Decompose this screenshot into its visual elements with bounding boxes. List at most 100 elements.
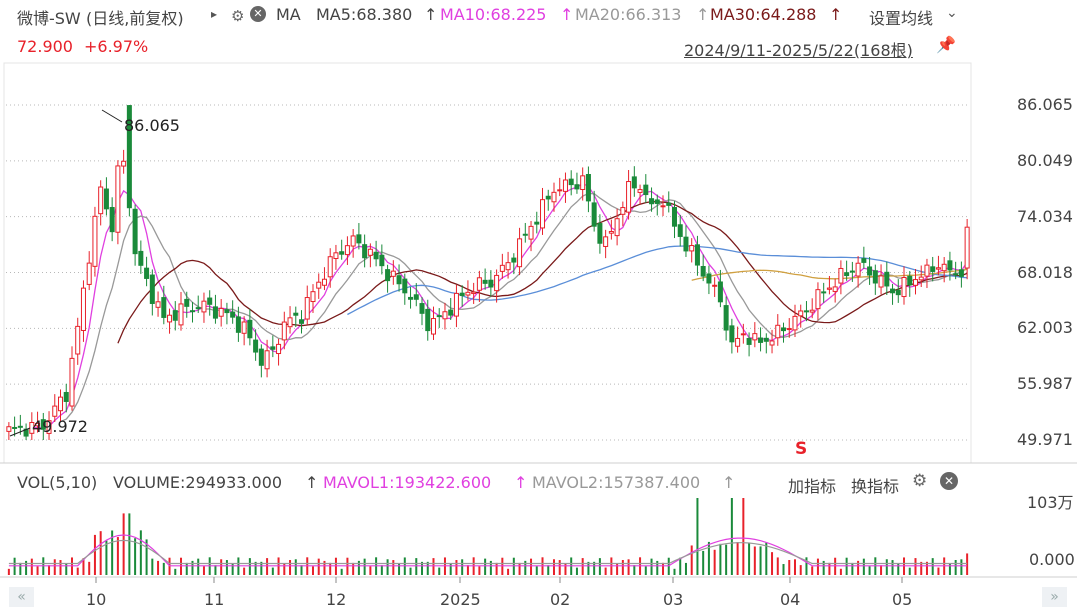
volume-bar: [340, 568, 343, 575]
volume-bar: [432, 558, 435, 575]
candle: [671, 207, 677, 227]
volume-bar: [197, 558, 200, 575]
volume-bar: [128, 513, 131, 575]
volume-bar: [386, 559, 389, 575]
candle: [241, 321, 247, 334]
volume-bar: [650, 558, 653, 575]
expand-icon[interactable]: ▸: [211, 7, 218, 21]
chevron-down-icon[interactable]: ⌄: [946, 5, 958, 21]
candle: [6, 426, 12, 432]
candle: [895, 289, 901, 296]
price-tick-label: 68.018: [1017, 262, 1073, 282]
candle: [258, 348, 264, 366]
candle: [218, 307, 224, 317]
ma5-value: MA5:68.380: [316, 5, 413, 24]
candle: [436, 315, 442, 318]
gear-icon[interactable]: ⚙: [231, 7, 245, 25]
volume-bar: [524, 560, 527, 575]
volume-bar: [30, 558, 33, 575]
candle: [333, 252, 339, 260]
close-icon[interactable]: ✕: [250, 6, 266, 22]
price-tick-label: 49.971: [1017, 430, 1073, 449]
candle: [505, 262, 511, 271]
volume-bar: [696, 498, 699, 575]
candle: [224, 309, 230, 314]
volume-bar: [656, 560, 659, 575]
volume-bar: [725, 544, 728, 575]
candle: [763, 337, 769, 342]
volume-bar: [799, 565, 802, 575]
candle: [781, 327, 787, 332]
candle: [522, 233, 528, 236]
switch-indicator-button[interactable]: 换指标: [851, 477, 900, 496]
candle: [694, 244, 700, 266]
candle: [178, 303, 184, 326]
stock-name[interactable]: 微博-SW: [17, 9, 81, 28]
volume-bar: [191, 560, 194, 575]
candle: [620, 207, 626, 215]
scroll-left-button[interactable]: «: [9, 587, 34, 607]
volume-bar: [317, 558, 320, 575]
price-tick-label: 74.034: [1017, 206, 1073, 226]
candle: [557, 189, 563, 192]
volume-bar: [616, 564, 619, 575]
volume-bar: [816, 558, 819, 575]
volume-bar: [53, 559, 56, 575]
volume-bar: [702, 550, 705, 575]
volume-bar: [621, 560, 624, 575]
high-pointer: [101, 109, 123, 123]
candle: [901, 277, 907, 298]
sell-signal-marker[interactable]: S: [795, 439, 808, 459]
date-range[interactable]: 2024/9/11-2025/5/22(168根): [684, 41, 913, 60]
pin-icon[interactable]: 📌: [936, 35, 956, 54]
volume-bar: [111, 530, 114, 575]
low-annotation: 49.972: [32, 417, 88, 436]
candle: [299, 319, 305, 324]
candle: [626, 181, 632, 213]
add-indicator-button[interactable]: 加指标: [788, 477, 837, 496]
chart-mode[interactable]: (日线,前复权): [86, 9, 184, 28]
volume-bar: [880, 565, 883, 575]
volume-bar: [604, 567, 607, 575]
low-pointer: [9, 427, 31, 437]
volume-bar: [776, 557, 779, 575]
volume-bar: [174, 568, 177, 575]
candle: [528, 225, 534, 240]
volume-bar: [558, 560, 561, 575]
candle: [666, 202, 672, 206]
candle: [253, 339, 259, 353]
vol-label[interactable]: VOL(5,10): [17, 473, 98, 492]
volume-bar: [220, 559, 223, 575]
volume-bar: [885, 559, 888, 575]
volume-bar: [765, 542, 768, 575]
volume-bar: [828, 562, 831, 575]
candle: [69, 357, 75, 407]
volume-bar: [76, 567, 79, 575]
settings-ma-button[interactable]: 设置均线: [869, 9, 934, 28]
volume-bar: [575, 567, 578, 575]
volume-close-icon[interactable]: ✕: [940, 472, 958, 490]
candle: [385, 269, 391, 282]
candle: [786, 328, 792, 331]
candle: [270, 346, 276, 350]
time-tick-label: 10: [86, 590, 107, 609]
candle: [442, 311, 448, 320]
candle: [396, 275, 402, 285]
volume-bar: [788, 560, 791, 575]
candle: [161, 297, 167, 318]
price-change: +6.97%: [84, 37, 149, 56]
volume-bar: [489, 560, 492, 575]
volume-bar: [822, 560, 825, 575]
candle: [958, 269, 964, 277]
candle: [149, 274, 155, 304]
mavol1-arrow-icon: ↑: [514, 473, 528, 492]
scroll-right-button[interactable]: »: [1042, 587, 1067, 607]
candle: [649, 198, 655, 205]
volume-bar: [547, 565, 550, 575]
candle: [855, 262, 861, 277]
price-tick-label: 80.049: [1017, 150, 1073, 170]
volume-gear-icon[interactable]: ⚙: [912, 471, 928, 491]
volume-bar: [644, 566, 647, 575]
volume-bar: [122, 513, 125, 575]
